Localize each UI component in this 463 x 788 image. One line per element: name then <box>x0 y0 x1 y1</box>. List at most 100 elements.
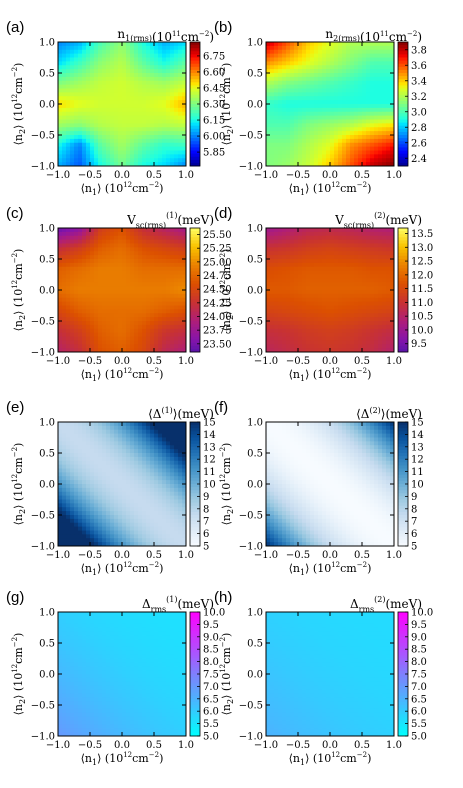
heatmap-cell <box>82 100 87 105</box>
heatmap-cell <box>66 301 71 306</box>
heatmap-cell <box>126 111 131 117</box>
heatmap-cell <box>118 231 123 237</box>
heatmap-cell <box>70 123 75 128</box>
heatmap-cell <box>306 49 311 55</box>
heatmap-cell <box>278 321 283 326</box>
heatmap-cell <box>346 301 351 306</box>
heatmap-cell <box>106 328 111 334</box>
heatmap-cell <box>366 274 371 279</box>
heatmap-cell <box>158 453 163 458</box>
heatmap-cell <box>178 324 183 330</box>
heatmap-cell <box>286 49 291 55</box>
heatmap-cell <box>130 255 135 260</box>
heatmap-cell <box>306 100 311 105</box>
heatmap-cell <box>374 340 379 345</box>
heatmap-cell <box>146 282 151 287</box>
colorbar-segment <box>190 231 200 235</box>
colorbar-segment <box>398 76 408 80</box>
heatmap-cell <box>122 460 127 466</box>
heatmap-cell <box>294 231 299 237</box>
heatmap-cell <box>102 270 107 275</box>
heatmap-cell <box>182 76 187 82</box>
heatmap-cell <box>94 309 99 314</box>
heatmap-cell <box>102 243 107 248</box>
heatmap-cell <box>102 328 107 334</box>
heatmap-cell <box>362 76 367 82</box>
heatmap-cell <box>306 336 311 341</box>
heatmap-cell <box>90 472 95 477</box>
heatmap-cell <box>102 321 107 326</box>
heatmap-cell <box>94 445 99 450</box>
heatmap-cell <box>270 135 275 140</box>
heatmap-cell <box>342 251 347 256</box>
heatmap-cell <box>166 80 171 86</box>
heatmap-cell <box>150 286 155 291</box>
heatmap-cell <box>82 127 87 132</box>
heatmap-cell <box>82 255 87 260</box>
heatmap-cell <box>114 441 119 446</box>
heatmap-cell <box>326 313 331 318</box>
heatmap-cell <box>334 135 339 140</box>
heatmap-cell <box>90 476 95 481</box>
heatmap-cell <box>382 274 387 279</box>
heatmap-cell <box>70 317 75 322</box>
heatmap-cell <box>306 262 311 268</box>
heatmap-cell <box>134 251 139 256</box>
heatmap-cell <box>266 262 271 268</box>
heatmap-cell <box>382 138 387 144</box>
heatmap-cell <box>126 332 131 337</box>
heatmap-cell <box>346 340 351 345</box>
heatmap-cell <box>350 286 355 291</box>
heatmap-cell <box>90 433 95 438</box>
heatmap-cell <box>290 278 295 283</box>
colorbar-segment <box>398 125 408 130</box>
heatmap-cell <box>102 154 107 159</box>
colorbar-segment <box>190 246 200 251</box>
heatmap-cell <box>142 332 147 337</box>
heatmap-cell <box>338 293 343 299</box>
heatmap-cell <box>274 115 279 120</box>
heatmap-cell <box>306 92 311 97</box>
heatmap-cell <box>382 57 387 62</box>
heatmap-cell <box>90 138 95 144</box>
heatmap-cell <box>382 324 387 330</box>
heatmap-cell <box>166 146 171 151</box>
heatmap-cell <box>174 425 179 431</box>
heatmap-cell <box>98 247 103 252</box>
colorbar-segment <box>398 302 408 306</box>
heatmap-cell <box>298 344 303 349</box>
heatmap-cell <box>294 235 299 241</box>
heatmap-cell <box>94 247 99 252</box>
heatmap-cell <box>386 80 391 86</box>
heatmap-cell <box>318 115 323 120</box>
heatmap-cell <box>122 270 127 275</box>
heatmap-cell <box>290 228 295 233</box>
colorbar-tick-label: 3.8 <box>411 45 427 56</box>
heatmap-cell <box>150 96 155 101</box>
colorbar-segment <box>398 100 408 105</box>
heatmap-cell <box>174 84 179 89</box>
heatmap-cell <box>126 49 131 55</box>
colorbar-segment <box>398 283 408 288</box>
heatmap-cell <box>130 460 135 466</box>
heatmap-cell <box>142 445 147 450</box>
heatmap-cell <box>138 286 143 291</box>
heatmap-cell <box>66 119 71 124</box>
heatmap-cell <box>354 274 359 279</box>
heatmap-cell <box>270 138 275 144</box>
heatmap-cell <box>310 317 315 322</box>
heatmap-cell <box>150 131 155 136</box>
heatmap-cell <box>338 243 343 248</box>
colorbar-segment <box>190 299 200 303</box>
heatmap-cell <box>178 127 183 132</box>
heatmap-cell <box>130 243 135 248</box>
heatmap-cell <box>154 135 159 140</box>
heatmap-cell <box>314 239 319 244</box>
heatmap-cell <box>150 73 155 78</box>
heatmap-cell <box>342 247 347 252</box>
heatmap-cell <box>318 127 323 132</box>
heatmap-cell <box>154 111 159 117</box>
heatmap-cell <box>306 305 311 310</box>
heatmap-cell <box>150 321 155 326</box>
heatmap-cell <box>150 456 155 462</box>
